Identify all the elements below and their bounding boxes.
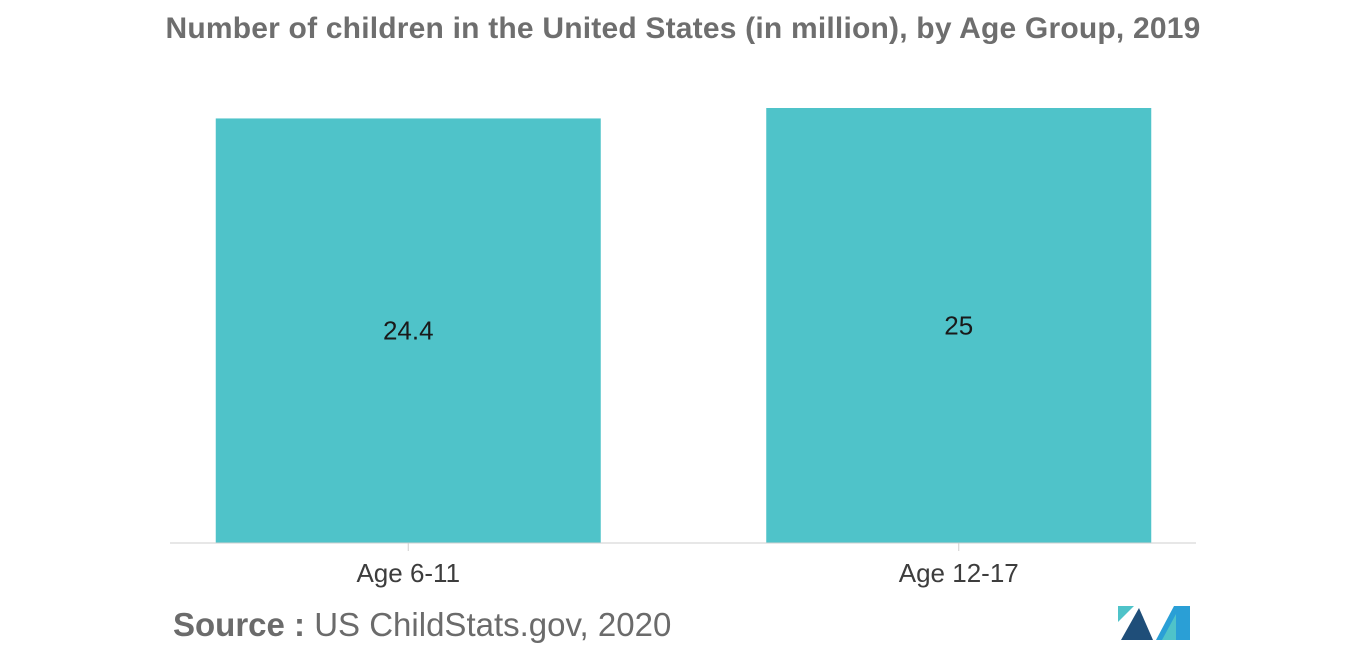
data-label-2: 25 — [944, 311, 973, 341]
source-text: US ChildStats.gov, 2020 — [314, 606, 672, 643]
source-prefix: Source : — [173, 606, 306, 643]
labels-layer: 24.4 Age 6-11 25 Age 12-17 — [356, 311, 1018, 589]
logo-shape-middle-icon — [1121, 608, 1153, 640]
data-label-1: 24.4 — [383, 316, 434, 346]
source-note: Source : US ChildStats.gov, 2020 — [173, 606, 671, 644]
bars-layer — [215, 108, 1152, 543]
mordor-intelligence-logo-icon — [1118, 606, 1190, 640]
chart-title: Number of children in the United States … — [165, 12, 1201, 45]
logo-shape-accent-icon — [1162, 614, 1176, 640]
logo-shape-left-icon — [1118, 606, 1134, 640]
bar-1 — [215, 118, 601, 543]
x-tick-label-1: Age 6-11 — [356, 558, 460, 588]
bar-2 — [766, 108, 1152, 543]
ticks-layer — [407, 543, 960, 551]
x-tick-label-2: Age 12-17 — [899, 558, 1019, 588]
